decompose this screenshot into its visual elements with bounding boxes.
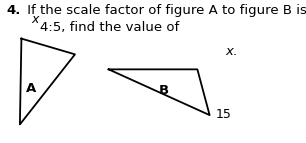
Text: A: A bbox=[25, 82, 36, 95]
Text: B: B bbox=[159, 84, 169, 97]
Text: 4.: 4. bbox=[6, 4, 21, 17]
Text: x: x bbox=[32, 13, 39, 26]
Text: If the scale factor of figure A to figure B is
    4:5, find the value of: If the scale factor of figure A to figur… bbox=[23, 4, 306, 34]
Text: x: x bbox=[225, 45, 233, 58]
Text: .: . bbox=[233, 45, 237, 58]
Text: 15: 15 bbox=[216, 108, 232, 121]
